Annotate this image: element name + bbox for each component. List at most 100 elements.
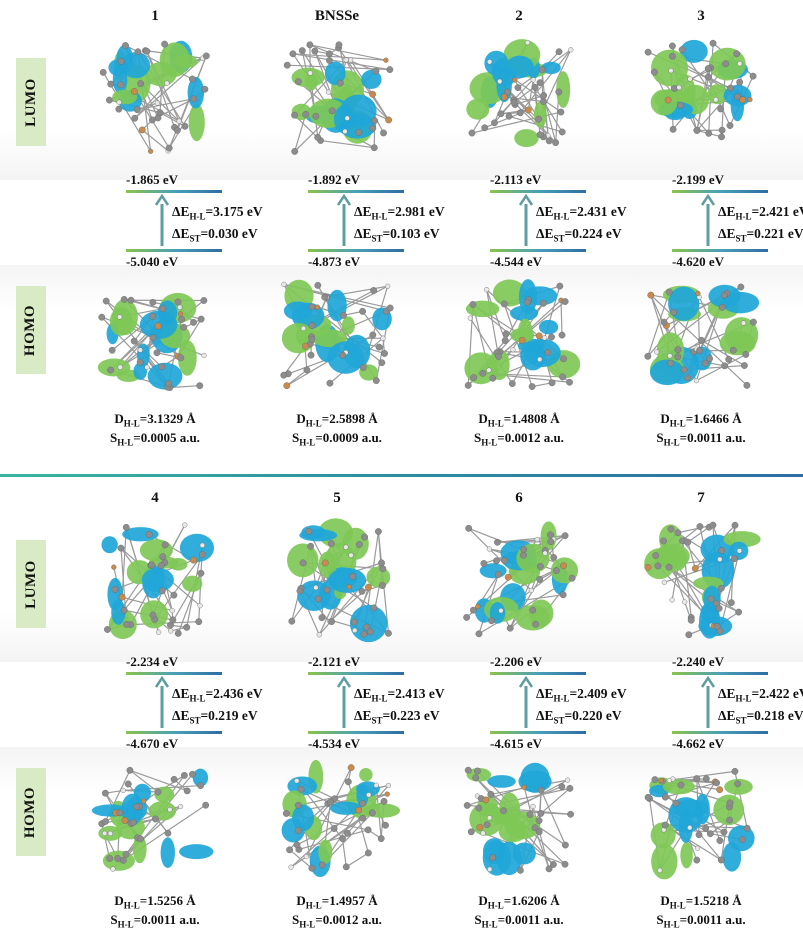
atom [315,596,321,602]
atom [743,351,749,357]
lumo-orbital [272,30,402,170]
atom [385,117,391,123]
delta-e-hl: ΔEH-L=2.421 eV [718,202,803,227]
atom [685,539,691,545]
symbol-subscript: ST [189,716,200,726]
atom [542,335,547,340]
atom [115,855,121,861]
value: =0.0012 a.u. [497,430,564,445]
atom [281,282,286,287]
atom [355,807,361,813]
atom [721,363,727,369]
atom [322,294,328,300]
atom [515,84,521,90]
orbital-lobe-green [182,576,202,592]
atom [666,564,672,570]
lumo-energy: -1.892 eV [308,172,360,188]
atom [152,816,158,822]
atom [731,556,737,562]
atom [538,810,544,816]
orbital-lobe-blue [284,301,312,320]
arrow-wrap [336,194,352,251]
atom [695,846,700,851]
atom [309,865,315,871]
atom [385,284,390,289]
atom [662,822,668,828]
symbol-subscript: H-L [118,920,134,930]
atom [562,842,568,848]
atom [349,553,354,558]
atom [118,82,124,88]
atom [707,830,713,836]
s-hl-value: SH-L=0.0009 a.u. [242,429,432,452]
symbol-subscript: H-L [371,694,387,704]
atom [111,565,116,570]
atom [645,794,651,800]
atom [313,113,319,119]
symbol-subscript: H-L [664,920,680,930]
homo-energy: -4.670 eV [126,736,178,752]
atom [519,337,525,343]
value: =2.422 eV [751,686,803,701]
lumo-orbital [454,30,584,170]
atom [501,558,507,564]
value: =1.4957 Å [322,893,378,908]
section-divider [0,474,803,477]
atom [655,563,661,569]
atom [201,297,207,303]
atom [654,350,659,355]
atom [171,776,177,782]
atom [385,630,391,636]
lumo-level-bar [126,672,222,675]
atom [721,829,727,835]
orbital-lobe-green [514,129,538,147]
atom [348,58,353,63]
atom [540,98,546,104]
atom [160,306,166,312]
symbol-subscript: H-L [664,438,680,448]
atom [128,297,134,303]
atom [728,599,734,605]
atom [476,631,482,637]
atom [537,357,542,362]
atom [538,787,544,793]
atom [520,552,526,558]
atom [698,337,704,343]
symbol: D [296,893,305,908]
atom [694,378,699,383]
atom [123,851,129,857]
atom [708,596,714,602]
atom [359,308,365,314]
atom [149,117,155,123]
atom [106,97,112,103]
atom [718,547,724,553]
atom [546,866,552,872]
symbol-subscript: H-L [488,419,504,429]
homo-orbital [636,754,766,887]
atom [716,605,722,611]
atom [682,600,687,605]
atom [130,819,136,825]
atom [182,523,187,528]
lumo-label: LUMO [16,540,46,628]
orbital-lobe-green [534,101,547,128]
symbol: D [114,893,123,908]
atom [283,810,289,816]
atom [718,585,724,591]
symbol-subscript: ST [371,234,382,244]
atom [660,538,666,544]
atom [281,372,287,378]
atom [158,562,164,568]
orbital-lobe-green [342,528,368,560]
atom [156,630,161,635]
atom [379,359,385,365]
atom [132,115,138,121]
atom [331,825,337,831]
atom [739,836,745,842]
atom [727,122,733,128]
orbital-lobe-green [98,359,131,377]
atom [559,332,565,338]
atom [503,331,509,337]
symbol-subscript: ST [735,716,746,726]
atom [363,624,369,630]
